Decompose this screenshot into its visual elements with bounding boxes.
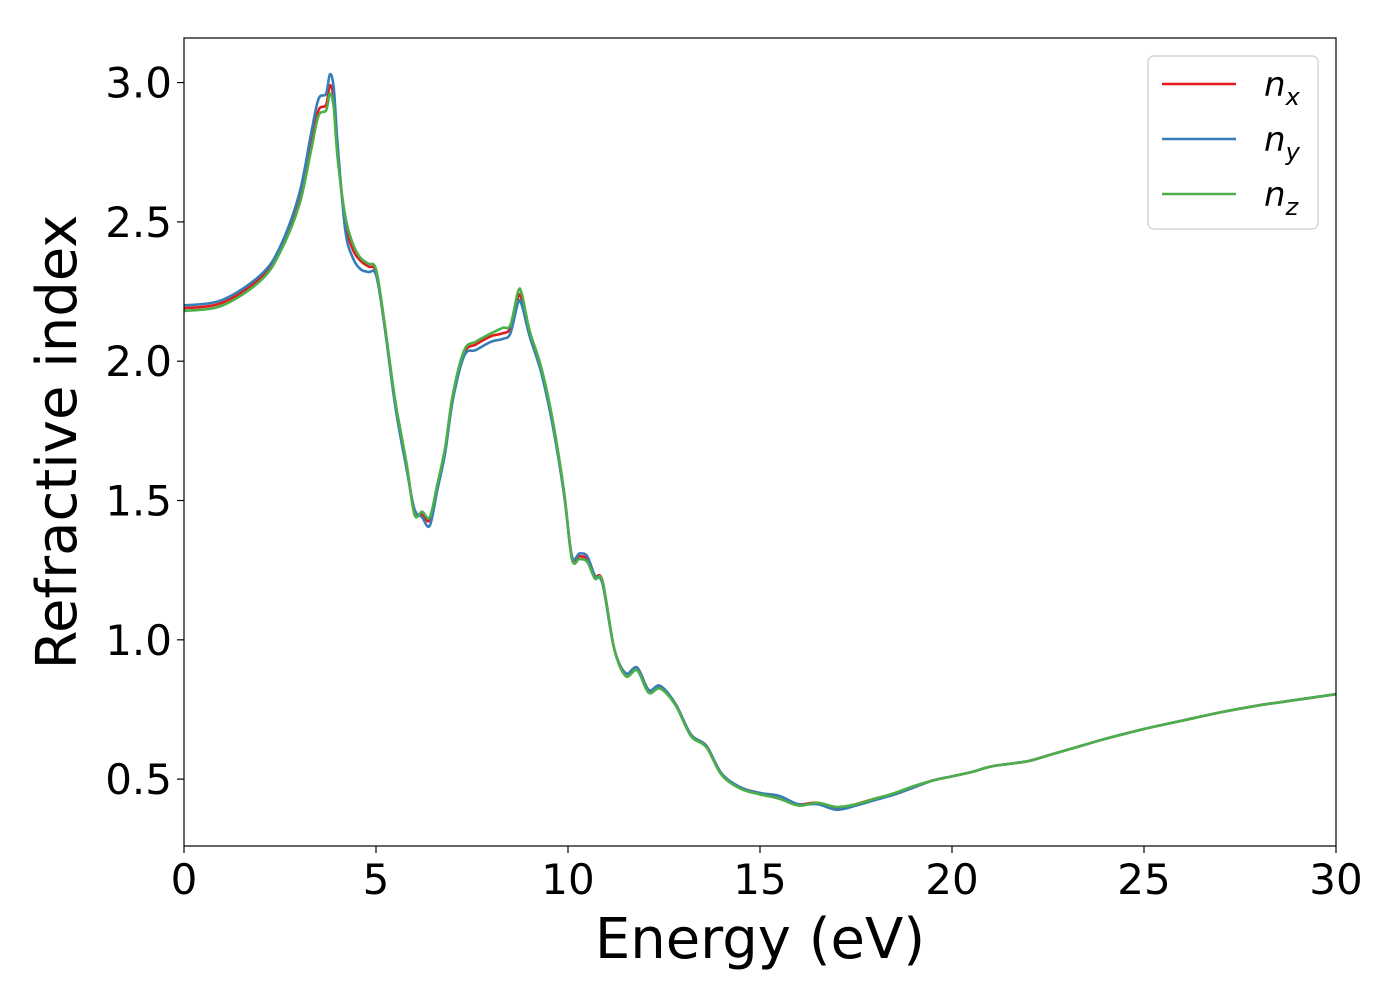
x-tick-label: 20 <box>925 855 978 904</box>
y-axis-ticks: 0.5 1.0 1.5 2.0 2.5 3.0 <box>105 59 184 804</box>
legend-label-subscript: z <box>1285 193 1300 221</box>
x-tick-label: 5 <box>363 855 390 904</box>
legend-label-subscript: y <box>1285 138 1301 166</box>
legend-label-nx: nx <box>1264 65 1301 111</box>
y-tick-label: 1.0 <box>105 616 172 665</box>
legend-label-base: n <box>1264 65 1286 105</box>
y-tick-label: 1.5 <box>105 477 172 526</box>
legend-box <box>1147 55 1319 230</box>
y-tick-label: 2.5 <box>105 198 172 247</box>
legend-label-base: n <box>1264 175 1286 215</box>
series-group <box>184 72 1336 812</box>
series-line-nz <box>184 92 1336 809</box>
x-axis-ticks: 0 5 10 15 20 25 30 <box>171 846 1363 904</box>
x-tick-label: 15 <box>733 855 786 904</box>
x-axis-title: Energy (eV) <box>595 907 925 972</box>
y-tick-label: 3.0 <box>105 59 172 108</box>
legend-label-subscript: x <box>1285 83 1301 111</box>
x-tick-label: 0 <box>171 855 198 904</box>
legend-label-base: n <box>1264 120 1286 160</box>
y-tick-label: 0.5 <box>105 755 172 804</box>
legend-label-nz: nz <box>1264 175 1300 221</box>
x-tick-label: 10 <box>541 855 594 904</box>
x-tick-label: 30 <box>1309 855 1362 904</box>
x-tick-label: 25 <box>1117 855 1170 904</box>
y-tick-label: 2.0 <box>105 337 172 386</box>
legend-label-ny: ny <box>1264 120 1301 166</box>
y-axis-title: Refractive index <box>25 215 90 670</box>
